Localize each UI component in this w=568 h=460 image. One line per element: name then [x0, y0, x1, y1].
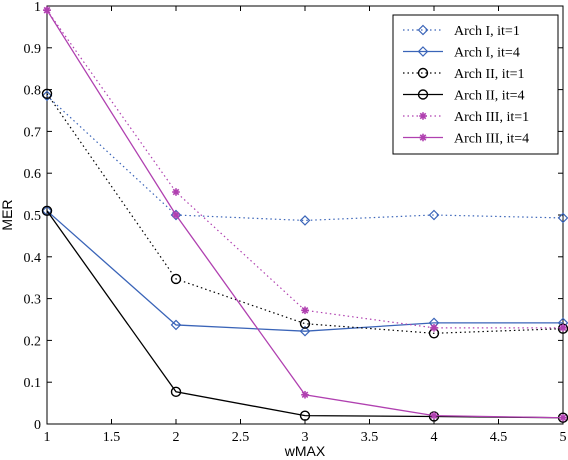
x-tick-label: 3 [302, 430, 309, 445]
legend-entry: Arch II, it=4 [403, 89, 525, 104]
y-tick-label: 0.5 [24, 209, 42, 224]
data-point [172, 188, 180, 196]
x-tick-label: 2 [173, 430, 180, 445]
legend-entry: Arch I, it=4 [403, 46, 520, 61]
data-point [299, 325, 311, 337]
data-point [299, 318, 311, 329]
data-point [419, 112, 427, 120]
x-tick-label: 1 [44, 430, 51, 445]
x-tick-label: 5 [560, 430, 567, 445]
y-tick-label: 0.9 [24, 42, 42, 57]
series-1 [41, 90, 568, 226]
data-point [299, 215, 311, 226]
x-axis-label: wMAX [284, 443, 326, 459]
data-point [43, 6, 51, 14]
data-point [559, 413, 567, 422]
legend: Arch I, it=1 Arch I, it=4 Arch II, it=1 Arc… [392, 14, 559, 155]
y-tick-label: 0.7 [24, 125, 42, 140]
data-point [430, 324, 438, 332]
legend-label: Arch I, it=1 [454, 24, 520, 39]
data-point [301, 306, 309, 315]
data-point [170, 209, 182, 221]
data-point [41, 88, 53, 99]
legend-entry: Arch II, it=1 [403, 67, 525, 82]
series-line [46, 95, 564, 222]
x-tick-label: 4.5 [490, 430, 508, 445]
y-tick-label: 0.3 [24, 293, 42, 308]
x-tick-label: 2.5 [232, 430, 250, 445]
data-point [417, 24, 429, 36]
data-point [417, 46, 429, 57]
data-point [301, 390, 309, 399]
data-point [428, 209, 440, 221]
series-layer [41, 6, 568, 423]
series-6 [43, 6, 567, 422]
legend-label: Arch II, it=1 [454, 67, 525, 82]
x-tick-label: 1.5 [103, 430, 121, 445]
data-point [417, 89, 429, 100]
legend-box [392, 14, 559, 155]
y-tick-label: 0.6 [24, 167, 42, 182]
legend-entry: Arch III, it=4 [403, 132, 529, 147]
data-point [170, 386, 182, 398]
y-tick-label: 0.4 [24, 251, 42, 266]
data-point [170, 319, 182, 331]
data-point [417, 67, 429, 79]
legend-label: Arch III, it=4 [454, 132, 529, 147]
y-tick-label: 0.1 [24, 376, 42, 391]
y-axis-label: MER [0, 199, 15, 230]
y-tick-label: 0.2 [24, 334, 42, 349]
legend-entry: Arch I, it=1 [403, 24, 520, 39]
data-point [41, 205, 53, 217]
data-point [299, 410, 311, 421]
series-3 [41, 88, 568, 339]
x-tick-label: 4 [431, 430, 438, 445]
data-point [170, 273, 182, 285]
y-tick-label: 1 [34, 0, 41, 15]
legend-label: Arch I, it=4 [454, 46, 520, 61]
data-point [419, 133, 427, 142]
y-tick-label: 0.8 [24, 84, 42, 99]
data-point [172, 211, 180, 219]
series-line [46, 210, 563, 332]
data-point [559, 324, 567, 332]
legend-label: Arch II, it=4 [454, 89, 525, 104]
y-tick-label: 0 [34, 418, 41, 433]
legend-label: Arch III, it=1 [454, 110, 529, 125]
legend-entry: Arch III, it=1 [403, 110, 529, 125]
data-point [41, 90, 53, 102]
data-point [557, 212, 568, 224]
data-point [430, 411, 438, 420]
x-tick-label: 3.5 [361, 430, 379, 445]
series-line [46, 9, 563, 329]
